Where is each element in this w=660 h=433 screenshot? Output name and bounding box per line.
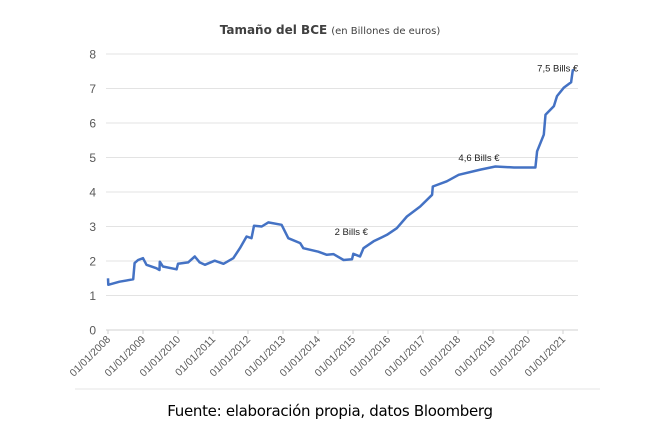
- chart-title-main: Tamaño del BCE: [220, 23, 327, 37]
- chart-subtitle: (en Billones de euros): [331, 26, 440, 37]
- y-tick-label: 4: [89, 186, 96, 200]
- annotations: 2 Bills € 4,6 Bills € 7,5 Bills €: [335, 63, 579, 238]
- y-tick-label: 7: [89, 82, 96, 96]
- y-tick-label: 0: [89, 324, 96, 338]
- y-axis-ticks: 0 1 2 3 4 5 6 7 8: [89, 48, 96, 338]
- y-tick-label: 6: [89, 117, 96, 131]
- annotation-label: 4,6 Bills €: [458, 153, 500, 164]
- y-tick-label: 5: [89, 151, 96, 165]
- chart-title: Tamaño del BCE (en Billones de euros): [220, 23, 441, 37]
- y-tick-label: 3: [89, 220, 96, 234]
- gridlines: [106, 53, 578, 331]
- y-tick-label: 2: [89, 255, 96, 269]
- annotation-label: 7,5 Bills €: [537, 63, 579, 74]
- x-axis-ticks: 01/01/200801/01/200901/01/201001/01/2011…: [67, 330, 568, 379]
- series-line: [106, 68, 575, 287]
- y-tick-label: 8: [89, 48, 96, 62]
- source-caption: Fuente: elaboración propia, datos Bloomb…: [167, 402, 493, 420]
- y-tick-label: 1: [89, 289, 96, 303]
- annotation-label: 2 Bills €: [335, 227, 369, 238]
